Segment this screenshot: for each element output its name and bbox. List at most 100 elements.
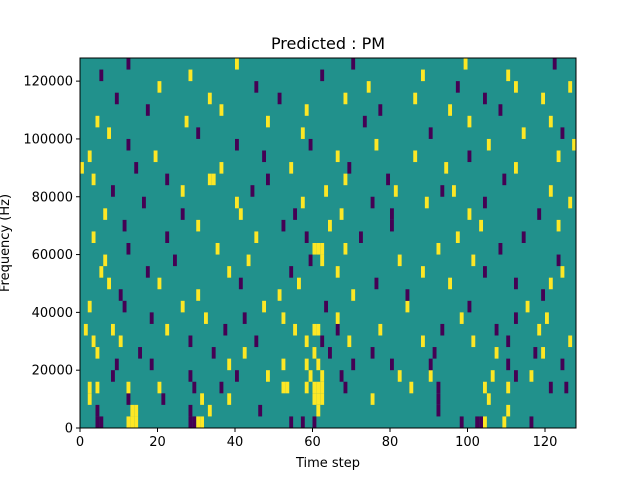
- heatmap-cell: [351, 289, 356, 301]
- heatmap-cell: [436, 393, 441, 405]
- heatmap-cell: [463, 58, 468, 70]
- x-tick-label: 60: [304, 435, 321, 450]
- heatmap-cell: [455, 81, 460, 93]
- heatmap-cell: [153, 150, 158, 163]
- heatmap-cell: [390, 358, 394, 371]
- heatmap-cell: [91, 231, 96, 243]
- heatmap-cell: [312, 347, 317, 359]
- heatmap-cell: [238, 277, 243, 290]
- heatmap-cell: [87, 381, 92, 394]
- heatmap-cell: [316, 381, 321, 394]
- heatmap-cell: [452, 185, 456, 197]
- heatmap-cell: [421, 69, 425, 82]
- heatmap-cell: [320, 393, 325, 405]
- heatmap-cell: [111, 323, 115, 336]
- heatmap-cell: [145, 104, 150, 116]
- heatmap-cell: [378, 104, 383, 116]
- heatmap-cell: [486, 138, 491, 151]
- heatmap-cell: [111, 185, 115, 197]
- heatmap-cell: [440, 323, 445, 336]
- heatmap-cell: [312, 416, 317, 428]
- heatmap-cell: [428, 127, 433, 139]
- heatmap-cell: [111, 370, 115, 382]
- heatmap-cell: [211, 347, 216, 359]
- heatmap-cell: [196, 127, 201, 139]
- heatmap-cell: [126, 138, 131, 151]
- heatmap-cell: [235, 370, 239, 382]
- x-axis-label: Time step: [295, 456, 360, 471]
- heatmap-cell: [138, 347, 143, 359]
- heatmap-cell: [300, 416, 305, 428]
- heatmap-cell: [130, 416, 135, 428]
- heatmap-cell: [397, 254, 402, 267]
- heatmap-cell: [548, 277, 553, 290]
- heatmap-cell: [324, 185, 329, 197]
- heatmap-cell: [207, 92, 212, 105]
- heatmap-cell: [238, 208, 243, 220]
- heatmap-cell: [335, 150, 340, 163]
- heatmap-cell: [219, 162, 224, 174]
- heatmap-cell: [467, 115, 472, 128]
- heatmap-cell: [560, 266, 565, 278]
- heatmap-cell: [122, 300, 127, 313]
- heatmap-cell: [343, 92, 348, 105]
- heatmap-cell: [188, 335, 193, 348]
- heatmap-cell: [165, 173, 170, 186]
- heatmap-cell: [560, 358, 565, 371]
- heatmap-cell: [235, 138, 239, 151]
- heatmap-cell: [293, 323, 298, 336]
- heatmap-cell: [548, 381, 553, 394]
- heatmap-cell: [568, 81, 573, 93]
- heatmap-cell: [521, 127, 526, 139]
- heatmap-cell: [421, 266, 425, 278]
- heatmap-cell: [173, 254, 177, 267]
- heatmap-cell: [242, 347, 247, 359]
- chart-title: Predicted : PM: [271, 34, 385, 53]
- heatmap-cell: [227, 358, 232, 371]
- heatmap-cell: [467, 208, 472, 220]
- heatmap-cell: [308, 370, 313, 382]
- heatmap-cell: [506, 381, 511, 394]
- heatmap-cell: [320, 254, 325, 267]
- heatmap-cell: [421, 335, 425, 348]
- heatmap-cell: [165, 323, 170, 336]
- heatmap-cell: [180, 208, 185, 220]
- heatmap-cell: [475, 416, 480, 428]
- heatmap-cell: [304, 231, 309, 243]
- heatmap-cell: [293, 208, 298, 220]
- heatmap-cell: [289, 416, 294, 428]
- heatmap-cell: [126, 416, 131, 428]
- heatmap-cell: [83, 323, 88, 336]
- heatmap-cell: [281, 381, 286, 394]
- heatmap-cell: [455, 231, 460, 243]
- heatmap-cell: [347, 162, 352, 174]
- y-tick-label: 120000: [23, 75, 73, 90]
- heatmap-cell: [548, 185, 553, 197]
- heatmap-cell: [308, 138, 313, 151]
- heatmap-cell: [366, 81, 371, 93]
- heatmap-cell: [297, 277, 301, 290]
- heatmap-cell: [498, 243, 503, 255]
- x-axis: 0 20 40 60 80 100 120: [76, 428, 557, 450]
- heatmap-cell: [254, 335, 259, 348]
- heatmap-cell: [289, 266, 294, 278]
- heatmap-cell: [107, 127, 112, 139]
- heatmap-cell: [479, 219, 484, 232]
- heatmap-cell: [525, 300, 530, 313]
- heatmap-cell: [320, 335, 325, 348]
- heatmap-cell: [192, 381, 197, 394]
- heatmap-cell: [304, 335, 309, 348]
- heatmap-cell: [99, 69, 104, 82]
- heatmap-cell: [114, 92, 119, 105]
- heatmap-cell: [95, 416, 100, 428]
- heatmap-cell: [471, 335, 476, 348]
- heatmap-cell: [316, 243, 321, 255]
- heatmap-cell: [215, 243, 220, 255]
- heatmap-cell: [335, 312, 340, 324]
- heatmap-cell: [149, 358, 154, 371]
- heatmap-cell: [448, 277, 453, 290]
- heatmap-cell: [409, 381, 414, 394]
- heatmap-cell: [87, 300, 92, 313]
- heatmap-cell: [196, 416, 201, 428]
- heatmap-cell: [157, 381, 162, 394]
